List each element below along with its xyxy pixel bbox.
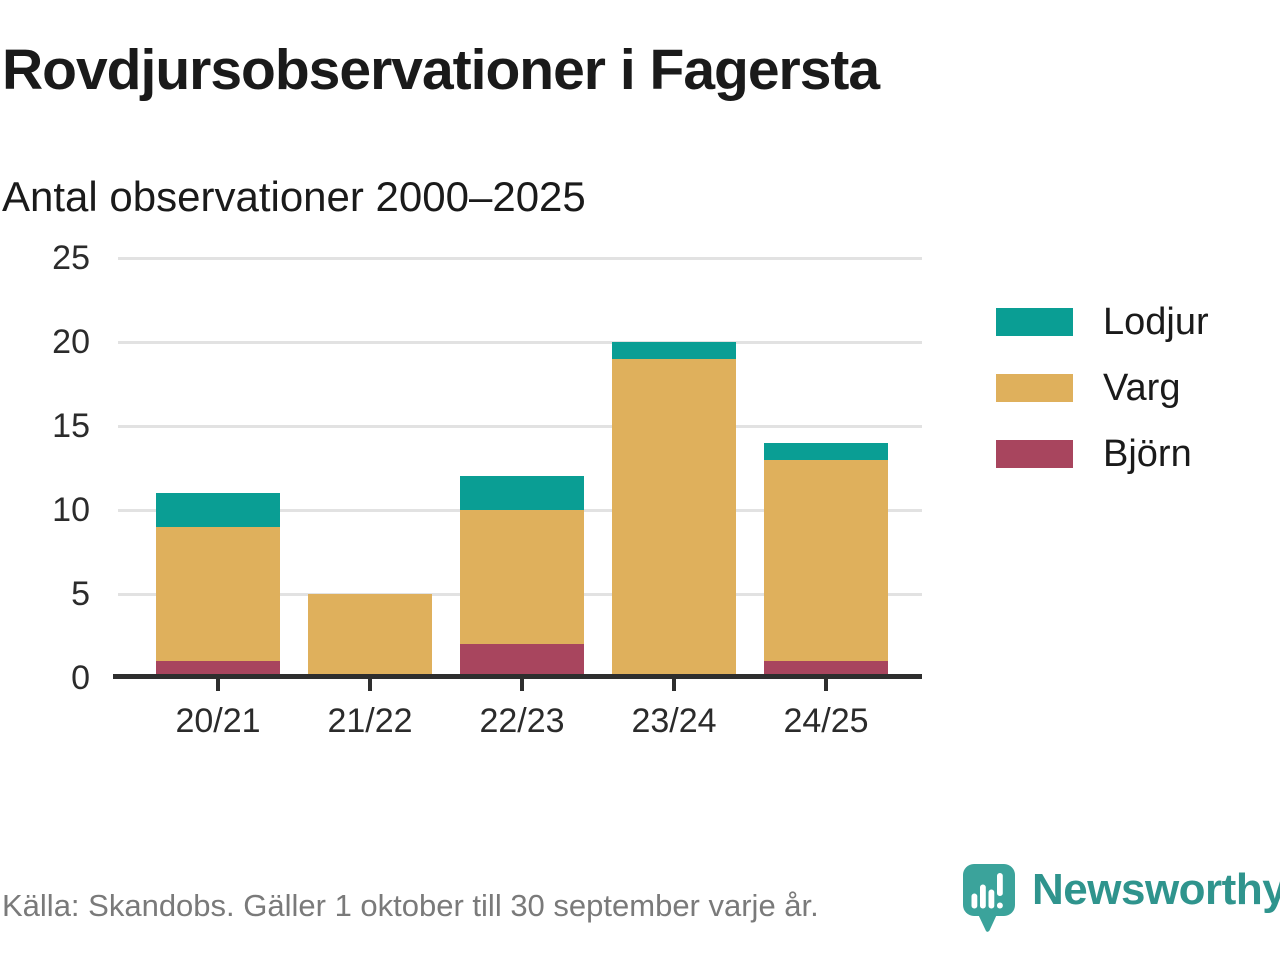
bar-20-21-bj-rn xyxy=(156,661,280,678)
legend-swatch-varg xyxy=(996,374,1073,402)
gridline-10 xyxy=(118,508,922,512)
bar-20-21-varg xyxy=(156,526,280,662)
bar-23-24-lodjur xyxy=(612,342,736,359)
legend-label-lodjur: Lodjur xyxy=(1103,301,1209,343)
x-axis-tick-20-21 xyxy=(216,679,220,691)
y-axis-label-20: 20 xyxy=(52,323,90,361)
gridline-20 xyxy=(118,340,922,344)
y-axis-label-5: 5 xyxy=(71,575,90,613)
bar-22-23-bj-rn xyxy=(460,644,584,678)
y-axis-label-15: 15 xyxy=(52,407,90,445)
gridline-15 xyxy=(118,424,922,428)
x-axis-label-23-24: 23/24 xyxy=(631,702,717,740)
bar-23-24-varg xyxy=(612,358,736,678)
newsworthy-logo-icon xyxy=(963,864,1015,939)
x-axis-label-21-22: 21/22 xyxy=(327,702,413,740)
legend-item-lodjur: Lodjur xyxy=(996,303,1209,341)
legend-label-varg: Varg xyxy=(1103,367,1181,409)
x-axis-tick-23-24 xyxy=(672,679,676,691)
chart-subtitle: Antal observationer 2000–2025 xyxy=(2,173,586,220)
source-note: Källa: Skandobs. Gäller 1 oktober till 3… xyxy=(2,888,819,923)
plot-area xyxy=(118,256,922,678)
bar-22-23-lodjur xyxy=(460,476,584,510)
y-axis-labels: 0 5 10 15 20 25 xyxy=(0,241,90,695)
legend: Lodjur Varg Björn xyxy=(996,303,1209,501)
legend-item-bjorn: Björn xyxy=(996,435,1209,473)
x-axis-tick-24-25 xyxy=(824,679,828,691)
bar-24-25-varg xyxy=(764,459,888,662)
x-axis-tick-22-23 xyxy=(520,679,524,691)
legend-label-bjorn: Björn xyxy=(1103,433,1192,475)
bar-21-22-varg xyxy=(308,594,432,678)
y-axis-label-25: 25 xyxy=(52,239,90,277)
x-axis-label-22-23: 22/23 xyxy=(479,702,565,740)
x-axis-label-20-21: 20/21 xyxy=(175,702,261,740)
x-axis-line xyxy=(113,674,922,679)
y-axis-label-10: 10 xyxy=(52,491,90,529)
y-axis-label-0: 0 xyxy=(71,659,90,697)
brand-wordmark: Newsworthy xyxy=(1032,865,1280,914)
x-axis-label-24-25: 24/25 xyxy=(783,702,869,740)
legend-swatch-bjorn xyxy=(996,440,1073,468)
legend-item-varg: Varg xyxy=(996,369,1209,407)
page-title: Rovdjursobservationer i Fagersta xyxy=(2,38,880,102)
bar-24-25-lodjur xyxy=(764,442,888,460)
bar-20-21-lodjur xyxy=(156,493,280,527)
gridline-25 xyxy=(118,256,922,260)
bar-22-23-varg xyxy=(460,510,584,645)
bar-24-25-bj-rn xyxy=(764,661,888,678)
legend-swatch-lodjur xyxy=(996,308,1073,336)
x-axis-tick-21-22 xyxy=(368,679,372,691)
